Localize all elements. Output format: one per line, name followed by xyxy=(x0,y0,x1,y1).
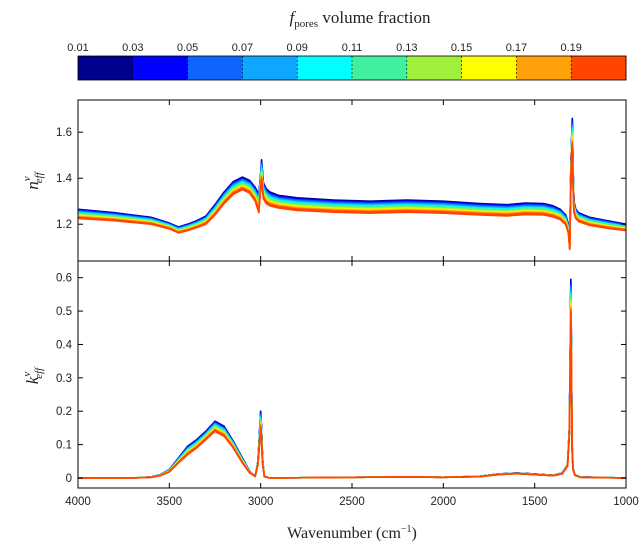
colorbar-swatch xyxy=(132,56,189,80)
series-line xyxy=(78,284,627,479)
series-line xyxy=(78,287,627,479)
series-line xyxy=(78,309,627,479)
series-line xyxy=(77,132,627,248)
series-line xyxy=(78,285,627,479)
series-line xyxy=(78,311,627,479)
colorbar-tick-label: 0.13 xyxy=(396,42,417,54)
series-line xyxy=(77,129,627,247)
series-line xyxy=(78,280,627,479)
series-line xyxy=(77,127,627,246)
colorbar-swatch xyxy=(516,56,572,80)
x-axis-label: Wavenumber (cm−1) xyxy=(287,524,417,542)
series-line xyxy=(78,313,627,479)
series-line xyxy=(77,142,627,250)
colorbar-tick-label: 0.01 xyxy=(67,42,88,54)
series-line xyxy=(78,298,627,479)
colorbar-swatch xyxy=(187,56,243,80)
series-line xyxy=(78,306,627,479)
colorbar-swatch xyxy=(461,56,517,80)
colorbar-title: fpores volume fraction xyxy=(290,8,431,30)
series-line xyxy=(78,297,627,479)
colorbar-swatch xyxy=(242,56,298,80)
n-effective-ylabel: nνeff xyxy=(21,170,45,189)
colorbar-tick-label: 0.03 xyxy=(122,42,143,54)
x-tick-label: 3000 xyxy=(248,496,274,508)
y-tick-label: 0.1 xyxy=(56,440,72,452)
colorbar-swatch xyxy=(406,56,463,80)
series-line xyxy=(77,143,627,250)
y-tick-label: 0.3 xyxy=(56,373,72,385)
colorbar-swatch xyxy=(352,56,408,80)
colorbar-tick-label: 0.19 xyxy=(560,42,581,54)
y-tick-label: 0.5 xyxy=(56,306,72,318)
colorbar-tick-label: 0.11 xyxy=(342,42,363,54)
series-line xyxy=(78,304,627,479)
series-line xyxy=(77,130,627,247)
series-line xyxy=(77,137,627,249)
colorbar-tick-labels: 0.01 0.03 0.05 0.07 0.09 0.11 0.13 0.15 0.17 0.19 xyxy=(67,42,582,54)
k-effective-frame xyxy=(77,260,627,489)
series-line xyxy=(78,300,627,479)
k-effective-axes: 0 0.1 0.2 0.3 0.4 0.5 0.6 4000 3500 3000 2500 2000 1… xyxy=(56,261,639,508)
n-effective-frame xyxy=(77,99,627,262)
y-tick-label: 1.6 xyxy=(56,127,72,139)
series-line xyxy=(78,278,627,479)
y-tick-label: 0.4 xyxy=(56,339,73,351)
series-line xyxy=(77,133,627,248)
x-tick-label: 3500 xyxy=(157,496,183,508)
series-line xyxy=(78,302,627,479)
series-line xyxy=(78,289,627,479)
series-line xyxy=(77,135,627,248)
k-effective-ylabel: kνeff xyxy=(21,366,45,384)
series-line xyxy=(77,139,627,249)
panel-k-effective: 0 0.1 0.2 0.3 0.4 0.5 0.6 4000 3500 3000 2500 2000 1… xyxy=(21,260,639,508)
colorbar xyxy=(77,55,627,81)
series-line xyxy=(78,308,627,479)
x-tick-label: 1000 xyxy=(613,496,639,508)
colorbar-tick-label: 0.07 xyxy=(232,42,253,54)
colorbar-tick-label: 0.15 xyxy=(451,42,472,54)
y-tick-label: 0.2 xyxy=(56,406,72,418)
x-tick-label: 4000 xyxy=(65,496,91,508)
k-effective-curves xyxy=(78,278,627,479)
panel-n-effective: 1.2 1.4 1.6 nνeff xyxy=(21,99,627,262)
x-tick-label: 2500 xyxy=(339,496,365,508)
series-line xyxy=(78,291,627,479)
colorbar-swatch xyxy=(571,56,627,80)
n-effective-axes: 1.2 1.4 1.6 xyxy=(56,100,627,261)
x-tick-label: 2000 xyxy=(431,496,457,508)
n-effective-curves xyxy=(77,117,627,251)
y-tick-label: 0 xyxy=(66,473,72,485)
series-line xyxy=(77,136,627,249)
colorbar-tick-label: 0.05 xyxy=(177,42,198,54)
colorbar-tick-label: 0.09 xyxy=(286,42,307,54)
series-line xyxy=(77,145,627,251)
y-tick-label: 0.6 xyxy=(56,273,72,285)
y-tick-label: 1.2 xyxy=(56,219,72,231)
series-line xyxy=(78,295,627,479)
colorbar-swatch xyxy=(297,56,353,80)
colorbar-tick-label: 0.17 xyxy=(506,42,527,54)
y-tick-label: 1.4 xyxy=(56,173,73,185)
series-line xyxy=(78,293,627,479)
series-line xyxy=(77,140,627,250)
series-line xyxy=(78,282,627,479)
x-tick-label: 1500 xyxy=(522,496,548,508)
colorbar-frame xyxy=(77,55,627,81)
colorbar-swatch xyxy=(78,56,134,80)
